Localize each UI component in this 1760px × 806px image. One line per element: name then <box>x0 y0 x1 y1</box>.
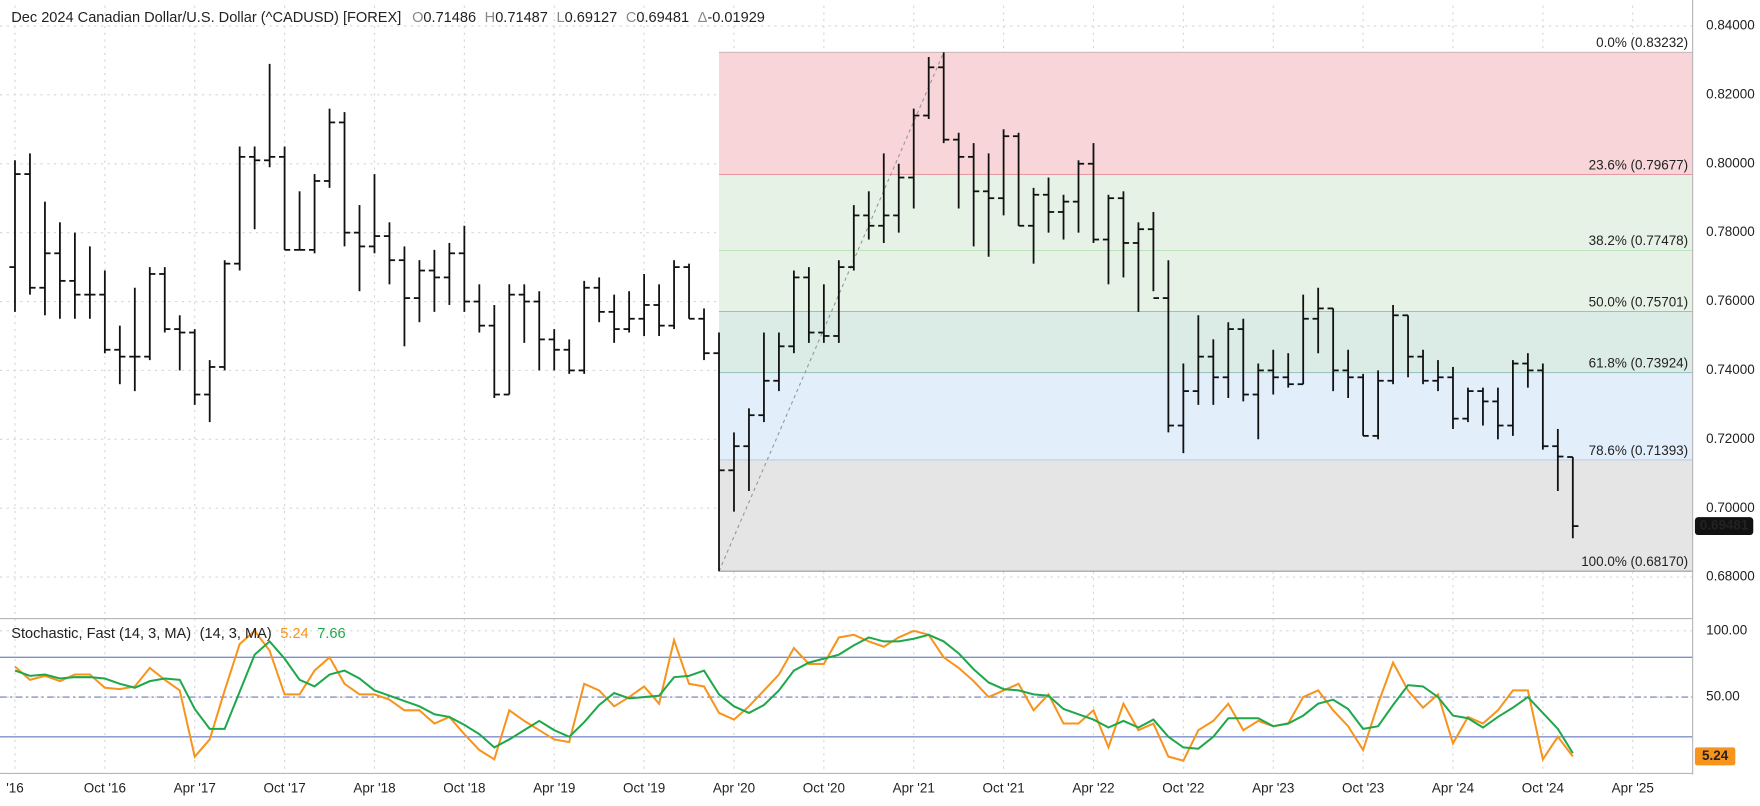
fib-zone <box>719 373 1693 461</box>
x-tick-label: Apr '25 <box>1612 781 1654 796</box>
fib-label: 0.0% (0.83232) <box>1596 35 1688 50</box>
x-tick-label: Oct '16 <box>84 781 126 796</box>
stoch-line <box>14 633 1574 754</box>
stoch-params: (14, 3, MA) <box>200 626 272 642</box>
x-tick-label: Apr '17 <box>174 781 216 796</box>
x-tick-label: Oct '22 <box>1162 781 1204 796</box>
y-tick-label: 0.72000 <box>1706 431 1755 446</box>
x-tick-label: Oct '18 <box>443 781 485 796</box>
fib-label: 23.6% (0.79677) <box>1589 157 1688 172</box>
x-tick-label: Oct '21 <box>983 781 1025 796</box>
stoch-value-tag <box>1694 747 1736 766</box>
stoch-title: Stochastic, Fast (14, 3, MA) <box>11 626 191 642</box>
stoch-line <box>14 629 1574 762</box>
ohlc-label: O <box>412 10 423 26</box>
ohlc-label: C <box>626 10 637 26</box>
fib-zone <box>719 174 1693 251</box>
y-tick-label: 0.68000 <box>1706 569 1755 584</box>
x-tick-label: Oct '20 <box>803 781 845 796</box>
fib-label: 38.2% (0.77478) <box>1589 233 1688 248</box>
y-tick-label: 0.78000 <box>1706 224 1755 239</box>
y-tick-label: 0.70000 <box>1706 500 1755 515</box>
last-price-tag <box>1694 517 1754 536</box>
high-value: 0.71487 <box>495 10 548 26</box>
y-tick-label: 0.76000 <box>1706 293 1755 308</box>
ohlc-label: L <box>556 10 564 26</box>
fib-zone <box>719 311 1693 374</box>
price-header: Dec 2024 Canadian Dollar/U.S. Dollar (^C… <box>11 10 765 26</box>
low-value: 0.69127 <box>565 10 618 26</box>
chart-title: Dec 2024 Canadian Dollar/U.S. Dollar (^C… <box>11 10 401 26</box>
y-tick-label: 50.00 <box>1706 689 1740 704</box>
fib-label: 100.0% (0.68170) <box>1581 554 1688 569</box>
x-tick-label: '16 <box>6 781 24 796</box>
y-tick-label: 0.74000 <box>1706 362 1755 377</box>
last-price-label: 0.69481 <box>1700 518 1749 533</box>
stoch-value-label: 5.24 <box>1702 748 1729 763</box>
x-tick-label: Apr '22 <box>1072 781 1114 796</box>
y-tick-label: 0.84000 <box>1706 18 1755 33</box>
x-tick-label: Oct '19 <box>623 781 665 796</box>
stoch-header: Stochastic, Fast (14, 3, MA) (14, 3, MA)… <box>11 626 345 642</box>
y-tick-label: 100.00 <box>1706 622 1747 637</box>
x-tick-label: Apr '20 <box>713 781 755 796</box>
fib-zone <box>719 460 1693 572</box>
fib-zone <box>719 250 1693 312</box>
x-tick-label: Apr '19 <box>533 781 575 796</box>
plot-underlay <box>0 5 1693 773</box>
x-tick-label: Oct '24 <box>1522 781 1565 796</box>
x-tick-label: Oct '23 <box>1342 781 1384 796</box>
ohlc-label: H <box>485 10 496 26</box>
stoch-k-value: 5.24 <box>280 626 308 642</box>
fib-zone <box>719 52 1693 175</box>
x-tick-label: Oct '17 <box>264 781 306 796</box>
plot: '16 Oct '16 Apr '17 Oct '17 Apr '18 Oct '18 Ap… <box>6 18 1755 796</box>
stoch-d-value: 7.66 <box>317 626 345 642</box>
fib-label: 78.6% (0.71393) <box>1589 443 1688 458</box>
close-value: 0.69481 <box>636 10 689 26</box>
x-tick-label: Apr '18 <box>353 781 395 796</box>
fib-label: 61.8% (0.73924) <box>1589 356 1688 371</box>
open-value: 0.71486 <box>423 10 476 26</box>
change-value: -0.01929 <box>707 10 765 26</box>
ohlc-label: Δ <box>698 10 708 26</box>
y-tick-label: 0.82000 <box>1706 86 1755 101</box>
x-tick-label: Apr '24 <box>1432 781 1475 796</box>
y-tick-label: 0.80000 <box>1706 155 1755 170</box>
fib-label: 50.0% (0.75701) <box>1589 294 1688 309</box>
x-tick-label: Apr '23 <box>1252 781 1294 796</box>
x-tick-label: Apr '21 <box>893 781 935 796</box>
